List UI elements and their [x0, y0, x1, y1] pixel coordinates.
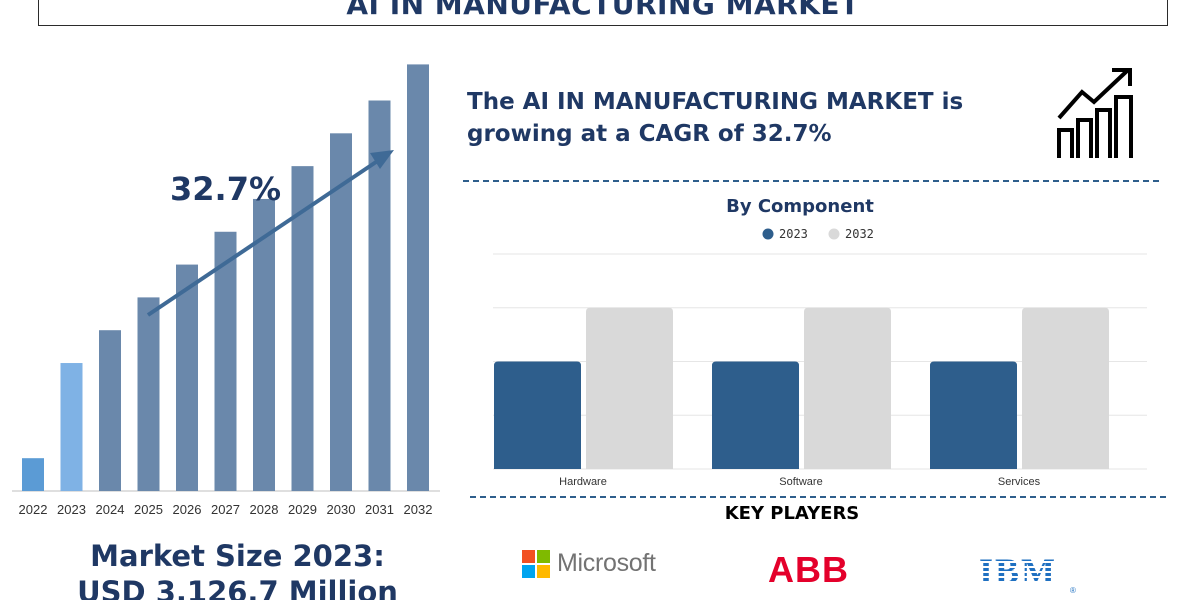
component-chart-title: By Component	[726, 196, 874, 217]
ibm-registered-mark: ®	[1070, 586, 1076, 595]
growth-chart-icon	[1057, 68, 1133, 158]
bar-services-2032	[1022, 307, 1109, 469]
bar-2027	[214, 231, 237, 491]
tick-label-2023: 2023	[57, 502, 86, 517]
bar-2032	[407, 64, 429, 491]
bar-software-2023	[712, 361, 799, 469]
headline-text: The AI IN MANUFACTURING MARKET is growin…	[467, 89, 964, 147]
tick-label-2031: 2031	[365, 502, 394, 517]
category-label-software: Software	[779, 476, 822, 488]
category-label-services: Services	[998, 476, 1041, 488]
key-players-title: KEY PLAYERS	[724, 503, 860, 524]
tick-label-2029: 2029	[288, 502, 317, 517]
bar-2026	[176, 264, 198, 491]
bar-2031	[368, 100, 391, 491]
bar-2023	[60, 363, 83, 491]
bar-2029	[291, 166, 314, 491]
page-title: AI IN MANUFACTURING MARKET	[346, 0, 860, 21]
ibm-logo: IBM	[979, 551, 1057, 591]
microsoft-squares-icon	[522, 549, 550, 578]
market-size-line1: Market Size 2023:	[90, 539, 385, 573]
tick-label-2022: 2022	[19, 502, 48, 517]
legend-marker-2032	[828, 228, 840, 240]
title-box: AI IN MANUFACTURING MARKET	[38, 0, 1168, 26]
bar-software-2032	[804, 307, 891, 469]
tick-label-2027: 2027	[211, 502, 240, 517]
bar-2024	[99, 330, 121, 491]
bar-hardware-2023	[494, 361, 581, 469]
bar-2030	[330, 133, 352, 491]
market-size: Market Size 2023: USD 3,126.7 Million	[0, 538, 475, 600]
market-size-line2: USD 3,126.7 Million	[77, 575, 398, 600]
divider-top	[463, 180, 1159, 182]
tick-label-2026: 2026	[173, 502, 202, 517]
category-label-hardware: Hardware	[559, 476, 607, 488]
legend-marker-2023	[762, 228, 774, 240]
legend-label-2032: 2032	[845, 227, 874, 241]
bar-2028	[253, 198, 275, 491]
component-bar-chart: By Component 2023 2032 Hardware Software Serv…	[493, 196, 1147, 488]
legend-label-2023: 2023	[779, 227, 808, 241]
tick-label-2024: 2024	[96, 502, 125, 517]
growth-bar-chart: 2022 2023 2024 2025 2026 2027 2028 2029 2030 2031…	[12, 64, 440, 517]
tick-label-2032: 2032	[404, 502, 433, 517]
trend-arrow-head	[370, 150, 394, 169]
microsoft-wordmark: Microsoft	[557, 549, 656, 577]
microsoft-logo: Microsoft	[522, 549, 656, 578]
bar-2022	[22, 458, 44, 491]
tick-label-2025: 2025	[134, 502, 163, 517]
tick-label-2028: 2028	[250, 502, 279, 517]
abb-logo: ABB	[768, 549, 849, 590]
bar-hardware-2032	[586, 307, 673, 469]
trend-arrow-line	[146, 156, 384, 317]
divider-bottom	[470, 496, 1166, 498]
tick-label-2030: 2030	[327, 502, 356, 517]
cagr-label: 32.7%	[170, 170, 282, 208]
bar-2025	[137, 297, 160, 491]
bar-services-2023	[930, 361, 1017, 469]
